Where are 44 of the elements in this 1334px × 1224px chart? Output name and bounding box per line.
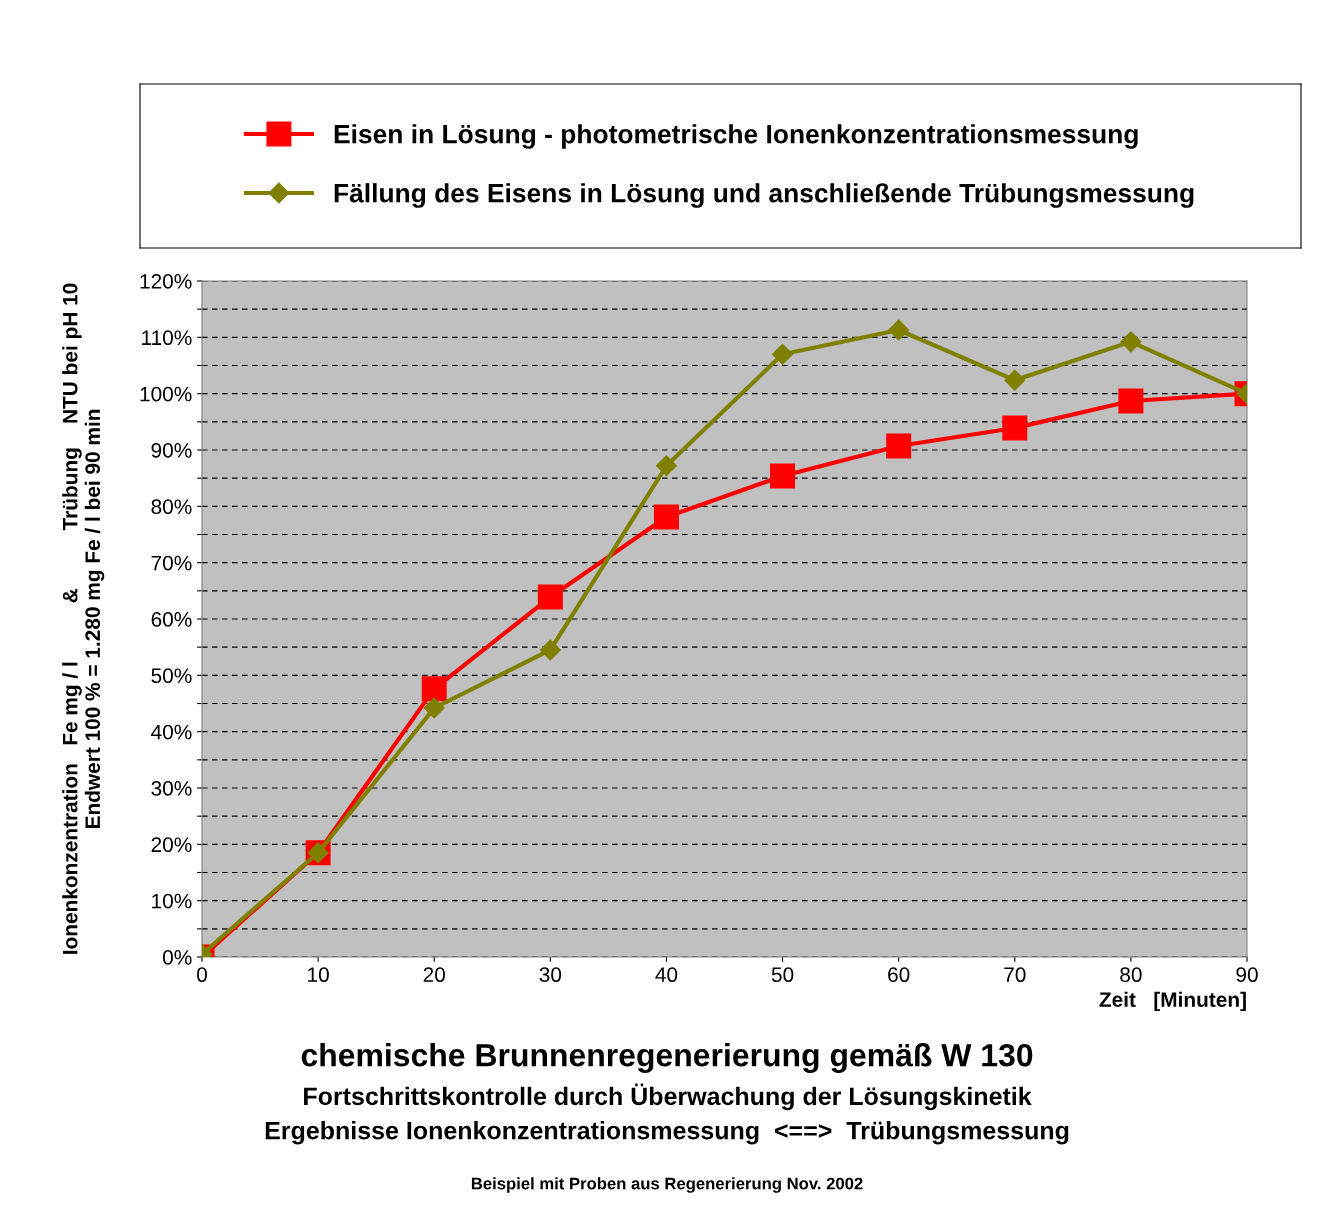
x-tick-label: 90	[1236, 967, 1258, 983]
point	[537, 584, 563, 610]
legend-label: Eisen in Lösung - photometrische Ionenkonzentrationsmessung	[334, 124, 1138, 149]
point	[1118, 388, 1144, 414]
point	[655, 455, 677, 477]
point	[888, 319, 910, 341]
x-tick-label: 50	[771, 967, 794, 983]
x-tick-label: 10	[308, 967, 329, 983]
y-axis-title: Ionenkonzentration Fe mg / l & Trübung NTU bei pH 10 Endwert 100 % = 1.280 mg Fe / l bei 90 min	[62, 283, 105, 954]
x-tick-label: 80	[1120, 967, 1142, 983]
point	[421, 676, 447, 702]
legend-label: Fällung des Eisens in Lösung und anschließende Trübungsmessung	[334, 183, 1194, 208]
point	[423, 697, 445, 719]
y-tick-label: 70%	[151, 555, 192, 571]
point	[770, 463, 796, 489]
x-tick-label: 0	[197, 967, 207, 983]
text: Beispiel mit Proben aus Regenerierung Nov. 2002	[471, 1177, 863, 1193]
y-tick-label: 20%	[151, 837, 192, 853]
y-tick-label: 120%	[140, 274, 192, 289]
y-tick-label: 60%	[151, 612, 192, 627]
y-tick-label: 50%	[151, 668, 192, 684]
y-tick-label: 30%	[151, 781, 192, 796]
y-tick-label: 100%	[140, 386, 192, 402]
point	[539, 639, 561, 661]
y-tick-label: 0%	[162, 950, 192, 965]
x-tick-label: 60	[888, 967, 910, 983]
text: Fortschrittskontrolle durch Überwachung der Lösungskinetik Ergebnisse Ionenkonzentrationsmessung <==> Trübungsmessung	[265, 1083, 1069, 1145]
y-tick-label: 110%	[142, 330, 192, 346]
point	[772, 343, 794, 365]
y-tick-label: 10%	[152, 893, 192, 909]
y-tick-label: 40%	[151, 724, 192, 740]
text: chemische Brunnenregenerierung gemäß W 130	[301, 1043, 1033, 1073]
x-tick-label: 70	[1004, 967, 1026, 983]
y-tick-label: 80%	[151, 499, 192, 515]
point	[1120, 331, 1142, 353]
x-axis-title: Zeit [Minuten]	[1099, 991, 1246, 1012]
x-tick-label: 40	[655, 967, 678, 983]
x-tick-label: 30	[539, 967, 562, 983]
y-tick-label: 90%	[151, 443, 192, 458]
point	[1004, 369, 1026, 391]
x-tick-label: 20	[423, 967, 445, 983]
point	[1002, 415, 1028, 441]
point	[653, 504, 679, 530]
point	[886, 433, 912, 459]
